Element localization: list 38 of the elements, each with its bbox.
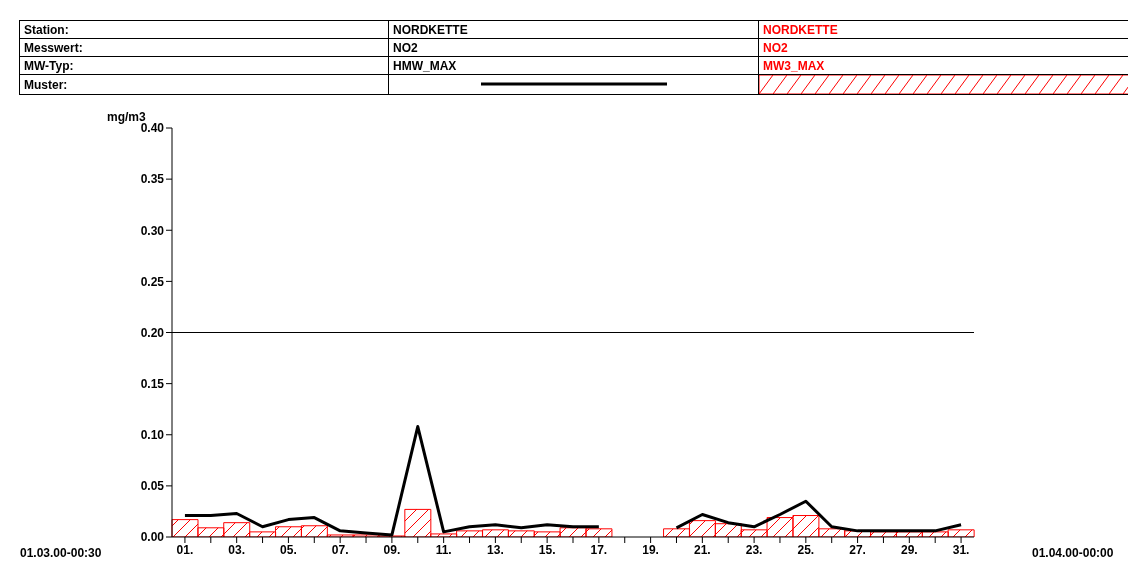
y-tick-label: 0.35: [140, 172, 165, 187]
text: 01.04.00-00:00: [1032, 546, 1114, 560]
text: NORDKETTE: [388, 20, 759, 39]
text: NORDKETTE: [763, 22, 838, 37]
x-tick-label: 05.: [280, 542, 297, 557]
y-tick-label: 0.00: [140, 530, 165, 545]
y-axis-title: mg/m3: [107, 110, 146, 124]
text: HMW_MAX: [388, 56, 759, 75]
text: NO2: [388, 38, 759, 57]
y-tick-label: 0.10: [140, 428, 165, 443]
y-tick-label: 0.05: [140, 479, 165, 494]
y-tick-label: 0.20: [140, 325, 165, 340]
x-tick-label: 27.: [849, 542, 866, 557]
x-tick-label: 31.: [952, 542, 970, 557]
y-tick-label: 0.25: [140, 274, 165, 289]
x-tick-label: 29.: [900, 542, 918, 557]
x-tick-label: 01.: [176, 542, 194, 557]
x-tick-label: 09.: [383, 542, 401, 557]
y-tick-label: 0.15: [140, 376, 165, 391]
x-tick-label: 15.: [538, 542, 556, 557]
x-tick-label: 21.: [694, 542, 711, 557]
text: Muster:: [19, 74, 389, 95]
text: MW-Typ:: [19, 56, 389, 75]
x-tick-label: 11.: [435, 542, 452, 557]
text: 01.03.00-00:30: [20, 546, 102, 560]
x-tick-label: 19.: [642, 542, 659, 557]
x-tick-label: 23.: [745, 542, 763, 557]
y-tick-label: 0.40: [140, 121, 165, 136]
x-tick-label: 13.: [487, 542, 504, 557]
x-tick-label: 25.: [797, 542, 815, 557]
text: NO2: [763, 40, 788, 55]
text: Messwert:: [19, 38, 389, 57]
x-tick-label: 03.: [228, 542, 246, 557]
x-tick-label: 17.: [590, 542, 608, 557]
y-tick-label: 0.30: [140, 223, 165, 238]
text: Station:: [19, 20, 389, 39]
x-tick-label: 07.: [331, 542, 349, 557]
text: MW3_MAX: [758, 56, 1128, 75]
